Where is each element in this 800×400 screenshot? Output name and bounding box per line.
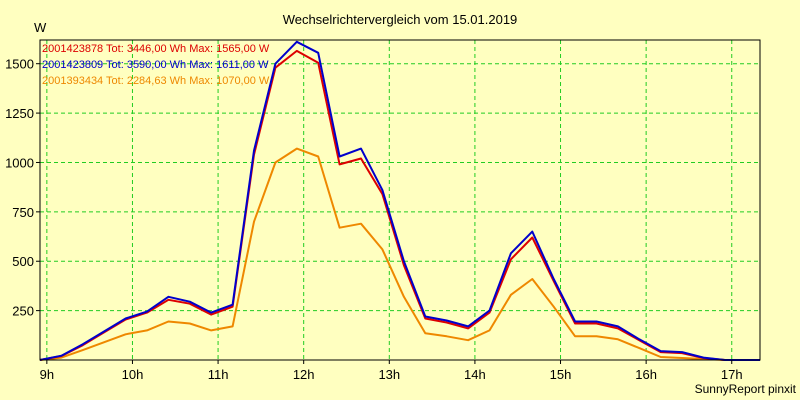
y-tick-label: 1000 bbox=[5, 155, 34, 170]
legend-entry-2001423809: 2001423809 Tot: 3590,00 Wh Max: 1611,00 … bbox=[42, 59, 269, 71]
legend-entry-2001423878: 2001423878 Tot: 3446,00 Wh Max: 1565,00 … bbox=[42, 43, 270, 55]
y-axis-unit: W bbox=[34, 20, 47, 35]
x-tick-label: 15h bbox=[550, 367, 572, 382]
x-tick-label: 13h bbox=[378, 367, 400, 382]
y-tick-label: 500 bbox=[12, 254, 34, 269]
grid bbox=[40, 40, 760, 360]
y-tick-label: 1500 bbox=[5, 57, 34, 72]
chart-title: Wechselrichtervergleich vom 15.01.2019 bbox=[283, 12, 518, 27]
y-tick-label: 750 bbox=[12, 205, 34, 220]
y-tick-label: 250 bbox=[12, 304, 34, 319]
x-tick-label: 12h bbox=[293, 367, 315, 382]
x-tick-label: 17h bbox=[721, 367, 743, 382]
x-tick-label: 9h bbox=[40, 367, 54, 382]
legend-entry-2001393434: 2001393434 Tot: 2284,63 Wh Max: 1070,00 … bbox=[42, 75, 270, 87]
legend: 2001423878 Tot: 3446,00 Wh Max: 1565,00 … bbox=[42, 43, 270, 87]
series-line-2001423809 bbox=[39, 40, 760, 361]
series-line-2001423878 bbox=[39, 49, 760, 361]
y-tick-label: 1250 bbox=[5, 106, 34, 121]
plot-frame bbox=[39, 39, 761, 361]
x-tick-label: 14h bbox=[464, 367, 486, 382]
y-axis: 250 500 750 1000 1250 1500 bbox=[5, 57, 40, 319]
x-tick-label: 11h bbox=[208, 367, 229, 382]
x-tick-label: 16h bbox=[635, 367, 657, 382]
series-line-2001393434 bbox=[39, 147, 760, 361]
x-axis: 9h 10h 11h 12h 13h 14h 15h 16h 17h bbox=[40, 360, 743, 382]
series-lines bbox=[39, 40, 760, 361]
x-tick-label: 10h bbox=[122, 367, 144, 382]
credit-label: SunnyReport pinxit bbox=[695, 382, 797, 396]
